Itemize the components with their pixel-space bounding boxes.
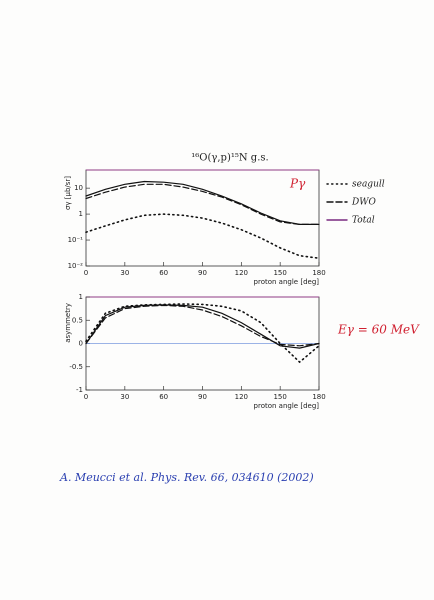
legend-label: seagull	[352, 180, 385, 190]
y-tick-label: -1	[76, 386, 83, 394]
series-line	[85, 180, 320, 225]
chart-title: ¹⁶O(γ,p)¹⁵N g.s.	[191, 153, 268, 164]
x-tick-label: 150	[273, 269, 286, 277]
y-tick-label: -0.5	[69, 363, 83, 371]
x-tick-label: 0	[84, 269, 88, 277]
y-tick-label: 10	[74, 184, 83, 192]
x-tick-label: 180	[312, 393, 325, 401]
series-line	[85, 213, 320, 259]
x-tick-label: 120	[235, 393, 248, 401]
x-tick-label: 120	[235, 269, 248, 277]
series-line	[85, 304, 320, 347]
annotation: Eγ = 60 MeV	[337, 323, 420, 337]
x-tick-label: 60	[159, 393, 168, 401]
y-tick-label: 0	[79, 340, 83, 348]
x-tick-label: 90	[198, 269, 207, 277]
x-tick-label: 180	[312, 269, 325, 277]
x-tick-label: 0	[84, 393, 88, 401]
x-tick-label: 60	[159, 269, 168, 277]
y-tick-label: 1	[79, 210, 83, 218]
y-tick-label: 0.5	[72, 316, 83, 324]
y-axis-label: σγ [μb/sr]	[64, 176, 72, 210]
x-tick-label: 30	[120, 393, 129, 401]
y-tick-label: 1	[79, 293, 83, 301]
citation: A. Meucci et al. Phys. Rev. 66, 034610 (…	[59, 471, 314, 484]
series-line	[85, 183, 320, 225]
legend-label: DWO	[351, 198, 376, 208]
y-axis-label: asymmetry	[64, 303, 72, 343]
x-axis-label: proton angle [deg]	[254, 278, 320, 286]
y-tick-label: 10⁻²	[68, 262, 84, 270]
x-tick-label: 90	[198, 393, 207, 401]
legend-label: Total	[352, 216, 375, 226]
x-axis-label: proton angle [deg]	[254, 402, 320, 410]
x-tick-label: 150	[273, 393, 286, 401]
series-line	[85, 303, 320, 364]
series-line	[85, 304, 320, 349]
x-tick-label: 30	[120, 269, 129, 277]
annotation: Pγ	[289, 177, 306, 191]
y-tick-label: 10⁻¹	[68, 236, 84, 244]
